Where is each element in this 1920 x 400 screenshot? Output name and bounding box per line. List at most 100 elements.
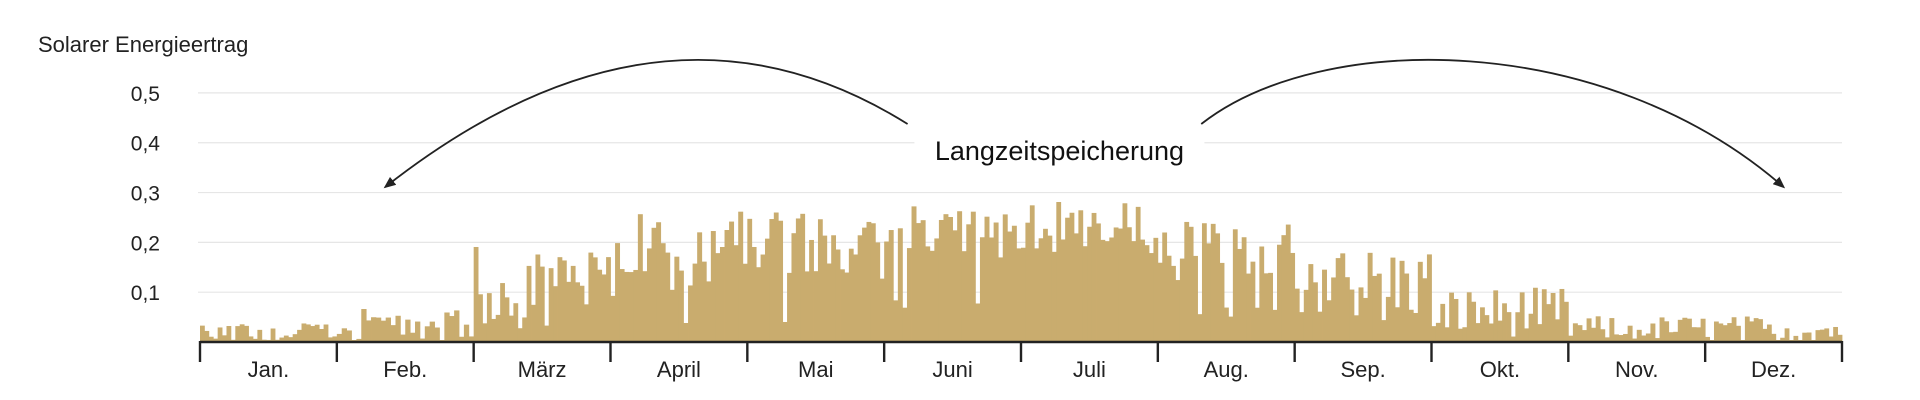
- daily-yield-bar: [1563, 301, 1569, 342]
- daily-yield-bar: [1259, 246, 1265, 342]
- daily-yield-bar: [1457, 328, 1463, 342]
- daily-yield-bar: [1285, 224, 1291, 342]
- daily-yield-bar: [566, 281, 572, 342]
- daily-yield-bar: [1668, 332, 1674, 342]
- daily-yield-bar: [1453, 298, 1459, 342]
- daily-yield-bar: [719, 247, 725, 342]
- daily-yield-bar: [1224, 307, 1229, 342]
- daily-yield-bar: [1399, 260, 1405, 342]
- daily-yield-bar: [669, 289, 675, 342]
- daily-yield-bar: [1609, 318, 1615, 342]
- daily-yield-bar: [1466, 292, 1472, 342]
- daily-yield-bar: [742, 263, 748, 342]
- daily-yield-bar: [1096, 223, 1101, 342]
- daily-yield-bar: [1358, 287, 1364, 342]
- month-label: Dez.: [1751, 357, 1796, 382]
- daily-yield-bar: [1344, 277, 1350, 342]
- daily-yield-bar: [1793, 335, 1799, 342]
- annotation-layer: Langzeitspeicherung: [383, 58, 1786, 189]
- labels-layer: Solarer Energieertrag 0,1 0,2 0,3 0,4 0,5 Jan…: [38, 32, 1796, 382]
- daily-yield-bar: [400, 334, 406, 342]
- y-tick-label: 0,4: [131, 133, 161, 156]
- daily-yield-bar: [879, 278, 885, 342]
- daily-yield-bar: [1749, 321, 1755, 342]
- daily-yield-bar: [1555, 319, 1560, 342]
- daily-yield-bar: [561, 260, 567, 342]
- daily-yield-bar: [390, 325, 396, 342]
- daily-yield-bar: [1060, 239, 1066, 342]
- daily-yield-bar: [1422, 278, 1428, 342]
- bars-layer: [200, 202, 1843, 342]
- daily-yield-bar: [1179, 258, 1185, 342]
- daily-yield-bar: [570, 265, 576, 342]
- daily-yield-bar: [454, 310, 460, 342]
- daily-yield-bar: [862, 227, 867, 342]
- daily-yield-bar: [1537, 324, 1543, 342]
- daily-yield-bar: [1506, 312, 1512, 342]
- daily-yield-bar: [1600, 329, 1606, 342]
- y-axis-title: Solarer Energieertrag: [38, 32, 248, 57]
- daily-yield-bar: [692, 263, 698, 342]
- daily-yield-bar: [884, 241, 890, 342]
- daily-yield-bar: [1197, 314, 1203, 342]
- daily-yield-bar: [495, 314, 501, 342]
- daily-yield-bar: [1426, 254, 1432, 342]
- daily-yield-bar: [301, 323, 307, 342]
- daily-yield-bar: [729, 221, 735, 342]
- daily-yield-bar: [724, 230, 730, 342]
- month-label: Okt.: [1480, 357, 1520, 382]
- daily-yield-bar: [1736, 325, 1741, 342]
- daily-yield-bar: [1335, 258, 1341, 342]
- daily-yield-bar: [1184, 221, 1190, 342]
- daily-yield-bar: [961, 251, 967, 342]
- daily-yield-bar: [1696, 327, 1701, 342]
- daily-yield-bar: [535, 254, 541, 342]
- daily-yield-bar: [1586, 318, 1592, 342]
- daily-yield-bar: [1636, 329, 1642, 342]
- daily-yield-bar: [651, 227, 657, 342]
- daily-yield-bar: [1188, 226, 1194, 342]
- daily-yield-bar: [1510, 336, 1516, 342]
- daily-yield-bar: [1515, 312, 1521, 342]
- daily-yield-bar: [1367, 252, 1373, 342]
- daily-yield-bar: [984, 216, 990, 342]
- daily-yield-bar: [738, 211, 744, 342]
- daily-yield-bar: [217, 327, 223, 342]
- daily-yield-bar: [853, 254, 859, 342]
- daily-yield-bar: [813, 271, 819, 342]
- daily-yield-bar: [305, 324, 311, 342]
- daily-yield-bar: [1682, 317, 1688, 342]
- daily-yield-bar: [1404, 273, 1410, 342]
- daily-yield-bar: [1206, 243, 1212, 342]
- daily-yield-bar: [957, 211, 963, 342]
- daily-yield-bar: [1731, 317, 1737, 342]
- daily-yield-bar: [975, 303, 981, 342]
- daily-yield-bar: [1281, 235, 1287, 342]
- daily-yield-bar: [526, 265, 532, 342]
- daily-yield-bar: [1524, 328, 1529, 342]
- daily-yield-bar: [1175, 280, 1181, 342]
- daily-yield-bar: [606, 257, 611, 342]
- daily-yield-bar: [1241, 237, 1247, 342]
- daily-yield-bar: [1546, 304, 1552, 342]
- daily-yield-bar: [1118, 228, 1123, 342]
- daily-yield-bar: [204, 330, 210, 342]
- axis-layer: [198, 340, 1844, 362]
- daily-yield-bar: [1007, 231, 1013, 342]
- daily-yield-bar: [1047, 235, 1053, 342]
- daily-yield-bar: [1806, 332, 1812, 342]
- daily-yield-bar: [332, 336, 338, 342]
- daily-yield-bar: [486, 293, 492, 342]
- daily-yield-bar: [597, 269, 603, 342]
- daily-yield-bar: [1533, 287, 1538, 342]
- daily-yield-bar: [1193, 255, 1198, 342]
- daily-yield-bar: [1413, 312, 1419, 342]
- daily-yield-bar: [531, 304, 536, 342]
- daily-yield-bar: [866, 221, 872, 342]
- daily-yield-bar: [683, 323, 689, 342]
- daily-yield-bar: [665, 252, 671, 342]
- daily-yield-bar: [310, 326, 316, 342]
- daily-yield-bar: [1011, 225, 1017, 342]
